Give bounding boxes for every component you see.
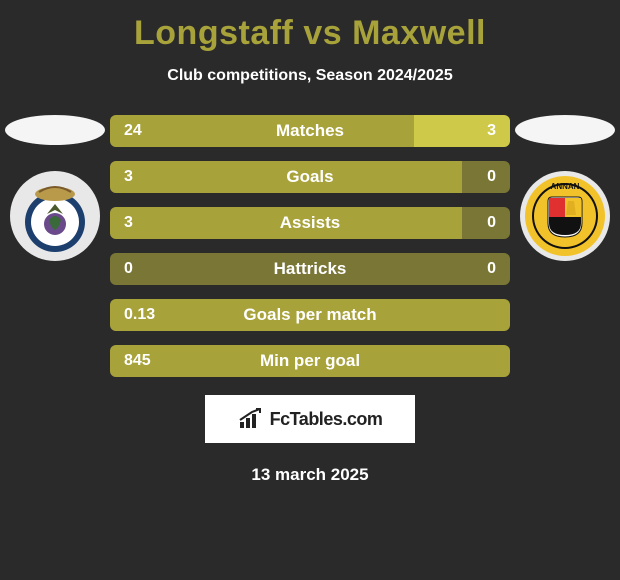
comparison-card: Longstaff vs Maxwell Club competitions, … <box>0 0 620 485</box>
stat-bar: 0.13Goals per match <box>110 299 510 331</box>
stat-left-value: 0.13 <box>110 299 482 331</box>
svg-text:ANNAN: ANNAN <box>551 182 580 191</box>
stat-right-value: 0 <box>462 161 510 193</box>
player-right-oval <box>515 115 615 145</box>
left-column <box>0 115 110 261</box>
annan-badge-icon: ANNAN <box>524 175 606 257</box>
stat-bar: 845Min per goal <box>110 345 510 377</box>
stat-right-value: 0 <box>462 207 510 239</box>
watermark: FcTables.com <box>205 395 415 443</box>
main-row: 243Matches 30Goals 30Assists 00Hattricks 0.1… <box>0 115 620 377</box>
stat-bar: 00Hattricks <box>110 253 510 285</box>
chart-icon <box>238 408 264 430</box>
stat-left-value: 3 <box>110 207 462 239</box>
page-title: Longstaff vs Maxwell <box>134 14 486 53</box>
stat-left-value: 3 <box>110 161 462 193</box>
stat-left-value: 0 <box>110 253 462 285</box>
club-badge-right: ANNAN <box>520 171 610 261</box>
stat-bar: 30Assists <box>110 207 510 239</box>
stat-bar: 30Goals <box>110 161 510 193</box>
stat-bar: 243Matches <box>110 115 510 147</box>
page-subtitle: Club competitions, Season 2024/2025 <box>167 67 452 85</box>
stats-column: 243Matches 30Goals 30Assists 00Hattricks 0.1… <box>110 115 510 377</box>
watermark-text: FcTables.com <box>270 409 383 430</box>
inverness-badge-icon <box>15 176 95 256</box>
club-badge-left <box>10 171 100 261</box>
stat-right-value: 0 <box>462 253 510 285</box>
right-column: ANNAN <box>510 115 620 261</box>
stat-right-value: 3 <box>414 115 510 147</box>
stat-right-value <box>482 345 510 377</box>
player-left-oval <box>5 115 105 145</box>
stat-left-value: 24 <box>110 115 414 147</box>
stat-left-value: 845 <box>110 345 482 377</box>
stat-right-value <box>482 299 510 331</box>
date-text: 13 march 2025 <box>251 465 368 485</box>
